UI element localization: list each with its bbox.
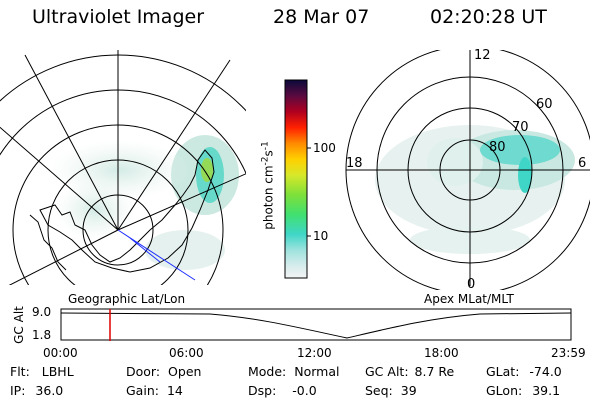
status-glat: GLat: -74.0: [486, 364, 562, 379]
mlt-label-6: 6: [578, 156, 587, 171]
glon-value: 39.1: [532, 383, 561, 398]
instrument-title: Ultraviolet Imager: [32, 6, 205, 28]
door-value: Open: [168, 364, 202, 379]
status-glon: GLon: 39.1: [486, 383, 560, 398]
glon-label: GLon:: [486, 383, 523, 398]
flt-value: LBHL: [41, 364, 74, 379]
dsp-label: Dsp:: [248, 383, 277, 398]
gc-alt-value: 8.7 Re: [414, 364, 455, 379]
apex-panel-label: Apex MLat/MLT: [424, 292, 514, 306]
mlt-label-12: 12: [474, 48, 491, 63]
door-label: Door:: [126, 364, 161, 379]
colorbar-unit-mid: s: [261, 150, 276, 157]
gc-alt-timeline: [60, 308, 572, 341]
gc-alt-ytick-high: 9.0: [32, 305, 52, 319]
mlt-label-18: 18: [346, 156, 363, 171]
geographic-panel-label: Geographic Lat/Lon: [68, 292, 186, 306]
status-gain: Gain: 14: [126, 383, 183, 398]
mode-value: Normal: [294, 364, 340, 379]
status-door: Door: Open: [126, 364, 201, 379]
seq-value: 39: [400, 383, 417, 398]
colorbar-unit-sup1: -2: [260, 156, 271, 166]
colorbar-unit-sup2: -1: [260, 141, 271, 151]
geographic-map: [0, 50, 246, 285]
ip-value: 36.0: [35, 383, 64, 398]
ip-label: IP:: [10, 383, 26, 398]
flt-label: Flt:: [10, 364, 30, 379]
date-label: 28 Mar 07: [273, 6, 370, 28]
status-flt: Flt: LBHL: [10, 364, 74, 379]
x-tick-1200: 12:00: [297, 346, 332, 360]
x-tick-2359: 23:59: [551, 346, 586, 360]
dsp-value: -0.0: [292, 383, 317, 398]
status-mode: Mode: Normal: [248, 364, 340, 379]
colorbar-tick-100: 100: [313, 141, 336, 155]
glat-label: GLat:: [486, 364, 520, 379]
mlt-label-0: 0: [467, 277, 476, 292]
colorbar: [284, 79, 311, 279]
gain-label: Gain:: [126, 383, 159, 398]
mlat-label-60: 60: [536, 97, 553, 112]
status-seq: Seq: 39: [365, 383, 417, 398]
status-dsp: Dsp: -0.0: [248, 383, 317, 398]
x-tick-1800: 18:00: [424, 346, 459, 360]
colorbar-unit-label: photon cm-2s-1: [261, 116, 276, 256]
apex-polar-plot: [345, 50, 590, 290]
x-tick-0000: 00:00: [43, 346, 78, 360]
glat-value: -74.0: [529, 364, 562, 379]
time-label: 02:20:28 UT: [430, 6, 547, 28]
status-ip: IP: 36.0: [10, 383, 63, 398]
gc-alt-ylabel: GC Alt: [12, 306, 26, 344]
colorbar-tick-10: 10: [313, 229, 329, 243]
gain-value: 14: [166, 383, 183, 398]
mlat-label-70: 70: [512, 120, 529, 135]
x-tick-0600: 06:00: [169, 346, 204, 360]
mlat-label-80: 80: [489, 140, 506, 155]
gc-alt-label: GC Alt:: [365, 364, 409, 379]
gc-alt-ytick-low: 1.8: [32, 328, 52, 342]
status-gc-alt: GC Alt: 8.7 Re: [365, 364, 454, 379]
seq-label: Seq:: [365, 383, 393, 398]
mode-label: Mode:: [248, 364, 287, 379]
colorbar-unit-base: photon cm: [261, 165, 276, 230]
